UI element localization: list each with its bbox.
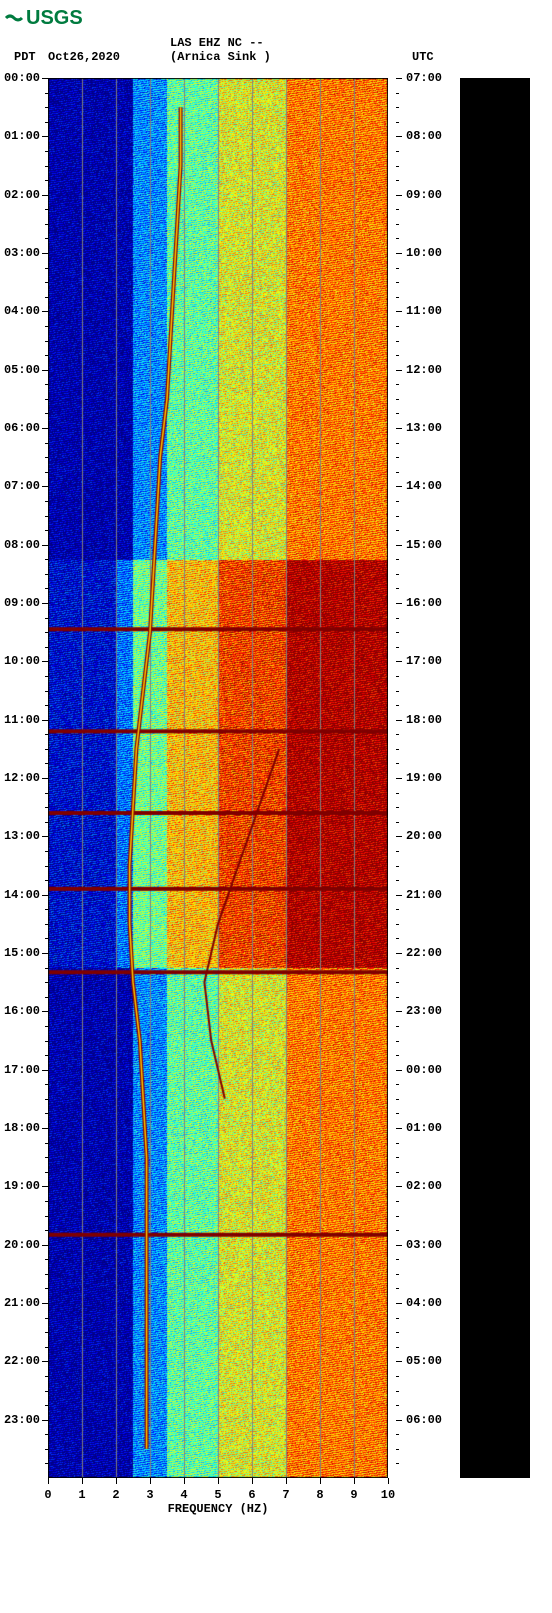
- utc-hour-label: 05:00: [406, 1354, 442, 1368]
- utc-hour-label: 17:00: [406, 654, 442, 668]
- pdt-hour-label: 21:00: [4, 1296, 40, 1310]
- pdt-hour-label: 15:00: [4, 946, 40, 960]
- x-tick-label: 0: [44, 1488, 51, 1502]
- utc-hour-label: 02:00: [406, 1179, 442, 1193]
- x-tick-label: 5: [214, 1488, 221, 1502]
- utc-hour-label: 06:00: [406, 1413, 442, 1427]
- pdt-hour-label: 19:00: [4, 1179, 40, 1193]
- station-line1: LAS EHZ NC --: [170, 36, 264, 50]
- spectrogram-canvas: [48, 78, 388, 1478]
- x-tick-label: 7: [282, 1488, 289, 1502]
- pdt-hour-label: 04:00: [4, 304, 40, 318]
- x-tick-label: 9: [350, 1488, 357, 1502]
- usgs-logo: USGS: [0, 0, 552, 28]
- x-tick-label: 2: [112, 1488, 119, 1502]
- colorbar: [460, 78, 530, 1478]
- x-tick-label: 1: [78, 1488, 85, 1502]
- station-line2: (Arnica Sink ): [170, 50, 271, 64]
- utc-hour-label: 12:00: [406, 363, 442, 377]
- right-time-axis-utc: 07:0008:0009:0010:0011:0012:0013:0014:00…: [388, 78, 448, 1478]
- pdt-hour-label: 10:00: [4, 654, 40, 668]
- utc-hour-label: 09:00: [406, 188, 442, 202]
- utc-hour-label: 08:00: [406, 129, 442, 143]
- utc-hour-label: 19:00: [406, 771, 442, 785]
- pdt-hour-label: 00:00: [4, 71, 40, 85]
- pdt-hour-label: 02:00: [4, 188, 40, 202]
- pdt-hour-label: 22:00: [4, 1354, 40, 1368]
- pdt-hour-label: 16:00: [4, 1004, 40, 1018]
- pdt-hour-label: 09:00: [4, 596, 40, 610]
- pdt-hour-label: 18:00: [4, 1121, 40, 1135]
- pdt-hour-label: 06:00: [4, 421, 40, 435]
- pdt-hour-label: 08:00: [4, 538, 40, 552]
- pdt-hour-label: 13:00: [4, 829, 40, 843]
- x-tick-label: 3: [146, 1488, 153, 1502]
- pdt-hour-label: 17:00: [4, 1063, 40, 1077]
- utc-hour-label: 15:00: [406, 538, 442, 552]
- x-tick-label: 4: [180, 1488, 187, 1502]
- utc-hour-label: 20:00: [406, 829, 442, 843]
- x-tick-label: 6: [248, 1488, 255, 1502]
- utc-hour-label: 14:00: [406, 479, 442, 493]
- pdt-hour-label: 07:00: [4, 479, 40, 493]
- pdt-hour-label: 20:00: [4, 1238, 40, 1252]
- utc-hour-label: 23:00: [406, 1004, 442, 1018]
- utc-hour-label: 01:00: [406, 1121, 442, 1135]
- utc-hour-label: 18:00: [406, 713, 442, 727]
- logo-text: USGS: [26, 7, 83, 28]
- tz-right-label: UTC: [412, 50, 434, 64]
- utc-hour-label: 16:00: [406, 596, 442, 610]
- utc-hour-label: 22:00: [406, 946, 442, 960]
- frequency-axis: FREQUENCY (HZ) 012345678910: [48, 1478, 388, 1518]
- pdt-hour-label: 05:00: [4, 363, 40, 377]
- utc-hour-label: 10:00: [406, 246, 442, 260]
- pdt-hour-label: 11:00: [4, 713, 40, 727]
- plot-header: PDT Oct26,2020 LAS EHZ NC -- (Arnica Sin…: [0, 32, 552, 68]
- x-tick-label: 8: [316, 1488, 323, 1502]
- utc-hour-label: 21:00: [406, 888, 442, 902]
- utc-hour-label: 11:00: [406, 304, 442, 318]
- pdt-hour-label: 01:00: [4, 129, 40, 143]
- x-tick-label: 10: [381, 1488, 395, 1502]
- utc-hour-label: 03:00: [406, 1238, 442, 1252]
- utc-hour-label: 04:00: [406, 1296, 442, 1310]
- left-time-axis-pdt: 00:0001:0002:0003:0004:0005:0006:0007:00…: [0, 78, 48, 1478]
- utc-hour-label: 00:00: [406, 1063, 442, 1077]
- utc-hour-label: 07:00: [406, 71, 442, 85]
- pdt-hour-label: 12:00: [4, 771, 40, 785]
- tz-left-label: PDT: [14, 50, 36, 64]
- date-label: Oct26,2020: [48, 50, 120, 64]
- x-axis-label: FREQUENCY (HZ): [168, 1502, 269, 1516]
- pdt-hour-label: 03:00: [4, 246, 40, 260]
- plot-area: 00:00 01:00 02:00 03:00 04:00 05:00 06:00 07:00…: [0, 68, 552, 1568]
- pdt-hour-label: 23:00: [4, 1413, 40, 1427]
- utc-hour-label: 13:00: [406, 421, 442, 435]
- pdt-hour-label: 14:00: [4, 888, 40, 902]
